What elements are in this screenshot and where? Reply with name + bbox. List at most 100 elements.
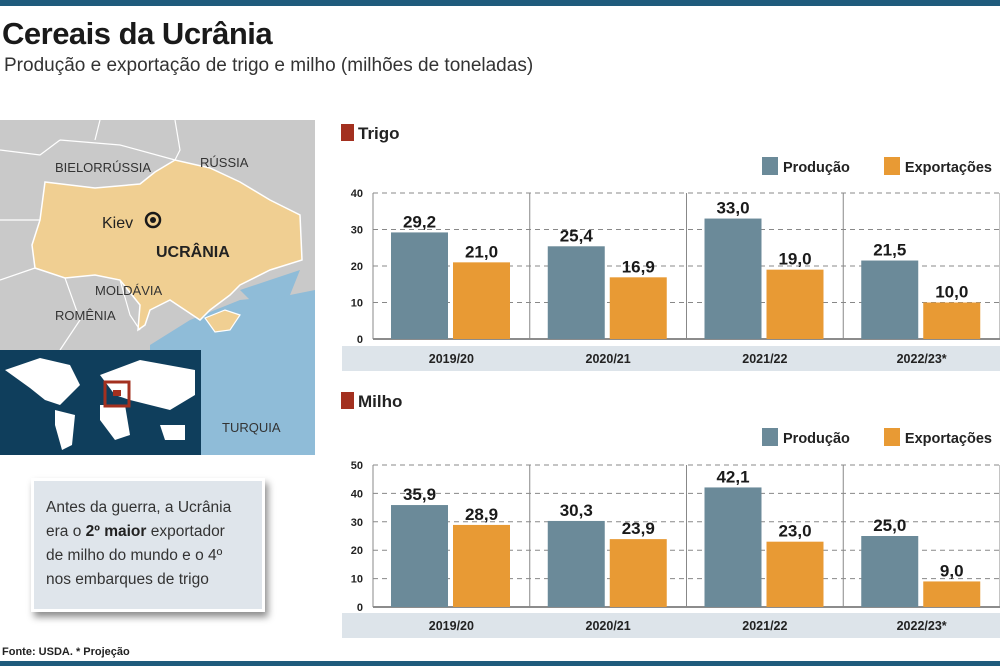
note-text: exportador: [146, 523, 225, 540]
category-label: 2019/20: [429, 352, 474, 366]
category-label: 2022/23*: [897, 352, 947, 366]
y-tick-label: 30: [351, 225, 363, 237]
label-turkey: TURQUIA: [222, 420, 281, 435]
y-tick-label: 30: [351, 517, 363, 529]
map-graphic: [0, 119, 315, 455]
data-label: 42,1: [716, 467, 749, 486]
note-text: era o: [46, 523, 86, 540]
legend-label: Exportações: [904, 431, 992, 447]
ukraine-locator-box: [103, 380, 131, 408]
category-band: [342, 613, 1000, 638]
category-label: 2020/21: [586, 352, 631, 366]
data-label: 30,3: [560, 501, 593, 520]
y-tick-label: 10: [351, 298, 363, 310]
legend-swatch-producao: [762, 428, 778, 446]
note-line: de milho do mundo e o 4º: [46, 547, 223, 564]
data-label: 10,0: [935, 283, 968, 302]
data-label: 19,0: [778, 250, 811, 269]
bar-exportacoes: [609, 539, 667, 607]
legend-milho: Produção Exportações: [762, 428, 992, 447]
data-label: 23,0: [778, 522, 811, 541]
category-band: [342, 346, 1000, 371]
y-tick-label: 20: [351, 261, 363, 273]
bar-producao: [391, 232, 448, 339]
legend-label: Produção: [783, 431, 850, 447]
legend-label: Produção: [783, 160, 850, 176]
ukraine-shape: [31, 159, 303, 332]
category-label: 2022/23*: [897, 619, 947, 633]
category-label: 2021/22: [742, 619, 787, 633]
azov-sea: [240, 270, 300, 305]
label-belarus: BIELORRÚSSIA: [55, 160, 152, 175]
bar-producao: [861, 536, 919, 607]
data-label: 9,0: [940, 561, 964, 580]
note-line: era o 2º maior exportador: [46, 520, 250, 544]
note-highlight: 2º maior: [85, 523, 147, 540]
top-rule: [0, 0, 1000, 6]
bar-producao: [704, 487, 762, 607]
bar-exportacoes: [453, 524, 510, 607]
y-tick-label: 20: [351, 545, 363, 557]
source-note: Fonte: USDA. * Projeção: [2, 646, 130, 658]
borders: [0, 119, 181, 351]
page-title: Cereais da Ucrânia: [2, 16, 273, 51]
bar-exportacoes: [609, 277, 667, 339]
bar-producao: [704, 218, 762, 339]
legend-label: Exportações: [904, 160, 992, 176]
data-label: 28,9: [465, 505, 498, 524]
category-label: 2019/20: [429, 619, 474, 633]
info-box: Antes da guerra, a Ucrânia era o 2º maio…: [31, 478, 265, 612]
bar-exportacoes: [923, 302, 981, 339]
kiev-marker-dot: [150, 217, 156, 223]
data-label: 33,0: [716, 199, 749, 218]
data-label: 35,9: [403, 485, 436, 504]
label-kiev: Kiev: [102, 215, 134, 232]
bar-exportacoes: [766, 269, 824, 339]
bar-producao: [861, 260, 919, 339]
section-marker: [341, 124, 354, 141]
section-title-trigo: Trigo: [341, 124, 400, 144]
bar-producao: [547, 520, 605, 607]
bar-producao: [391, 505, 448, 607]
label-russia: RÚSSIA: [200, 155, 249, 170]
note-line: Antes da guerra, a Ucrânia: [46, 499, 232, 516]
legend-trigo: Produção Exportações: [762, 157, 992, 176]
label-romania: ROMÊNIA: [55, 308, 116, 323]
bar-producao: [547, 246, 605, 339]
section-marker: [341, 392, 354, 409]
data-label: 29,2: [403, 212, 436, 231]
section-title-milho: Milho: [341, 392, 402, 412]
ukraine-locator: [113, 390, 121, 396]
data-label: 16,9: [622, 257, 655, 276]
legend-swatch-exportacoes: [883, 157, 900, 175]
y-tick-label: 0: [357, 602, 363, 614]
y-tick-label: 40: [351, 188, 363, 200]
legend-swatch-exportacoes: [883, 428, 900, 446]
data-label: 21,5: [873, 241, 906, 260]
ukraine-map: BIELORRÚSSIA RÚSSIA Kiev UCRÂNIA MOLDÁVI…: [0, 119, 315, 455]
y-tick-label: 10: [351, 574, 363, 586]
kiev-marker-icon: [144, 211, 162, 229]
category-label: 2020/21: [586, 619, 631, 633]
section-title-text: Trigo: [358, 124, 400, 143]
section-title-text: Milho: [358, 392, 403, 411]
data-label: 25,0: [873, 516, 906, 535]
bar-exportacoes: [923, 581, 981, 607]
bottom-rule: [0, 661, 1000, 666]
data-label: 23,9: [622, 519, 655, 538]
y-tick-label: 40: [351, 488, 363, 500]
legend-swatch-producao: [762, 157, 778, 175]
bar-exportacoes: [766, 541, 824, 607]
note-line: nos embarques de trigo: [46, 571, 209, 588]
category-label: 2021/22: [742, 352, 787, 366]
y-tick-label: 50: [351, 460, 363, 472]
y-tick-label: 0: [357, 334, 363, 346]
data-label: 21,0: [465, 242, 498, 261]
label-moldova: MOLDÁVIA: [95, 283, 163, 298]
label-ukraine: UCRÂNIA: [156, 244, 230, 261]
crimea-shape: [204, 309, 241, 333]
data-label: 25,4: [560, 226, 594, 245]
